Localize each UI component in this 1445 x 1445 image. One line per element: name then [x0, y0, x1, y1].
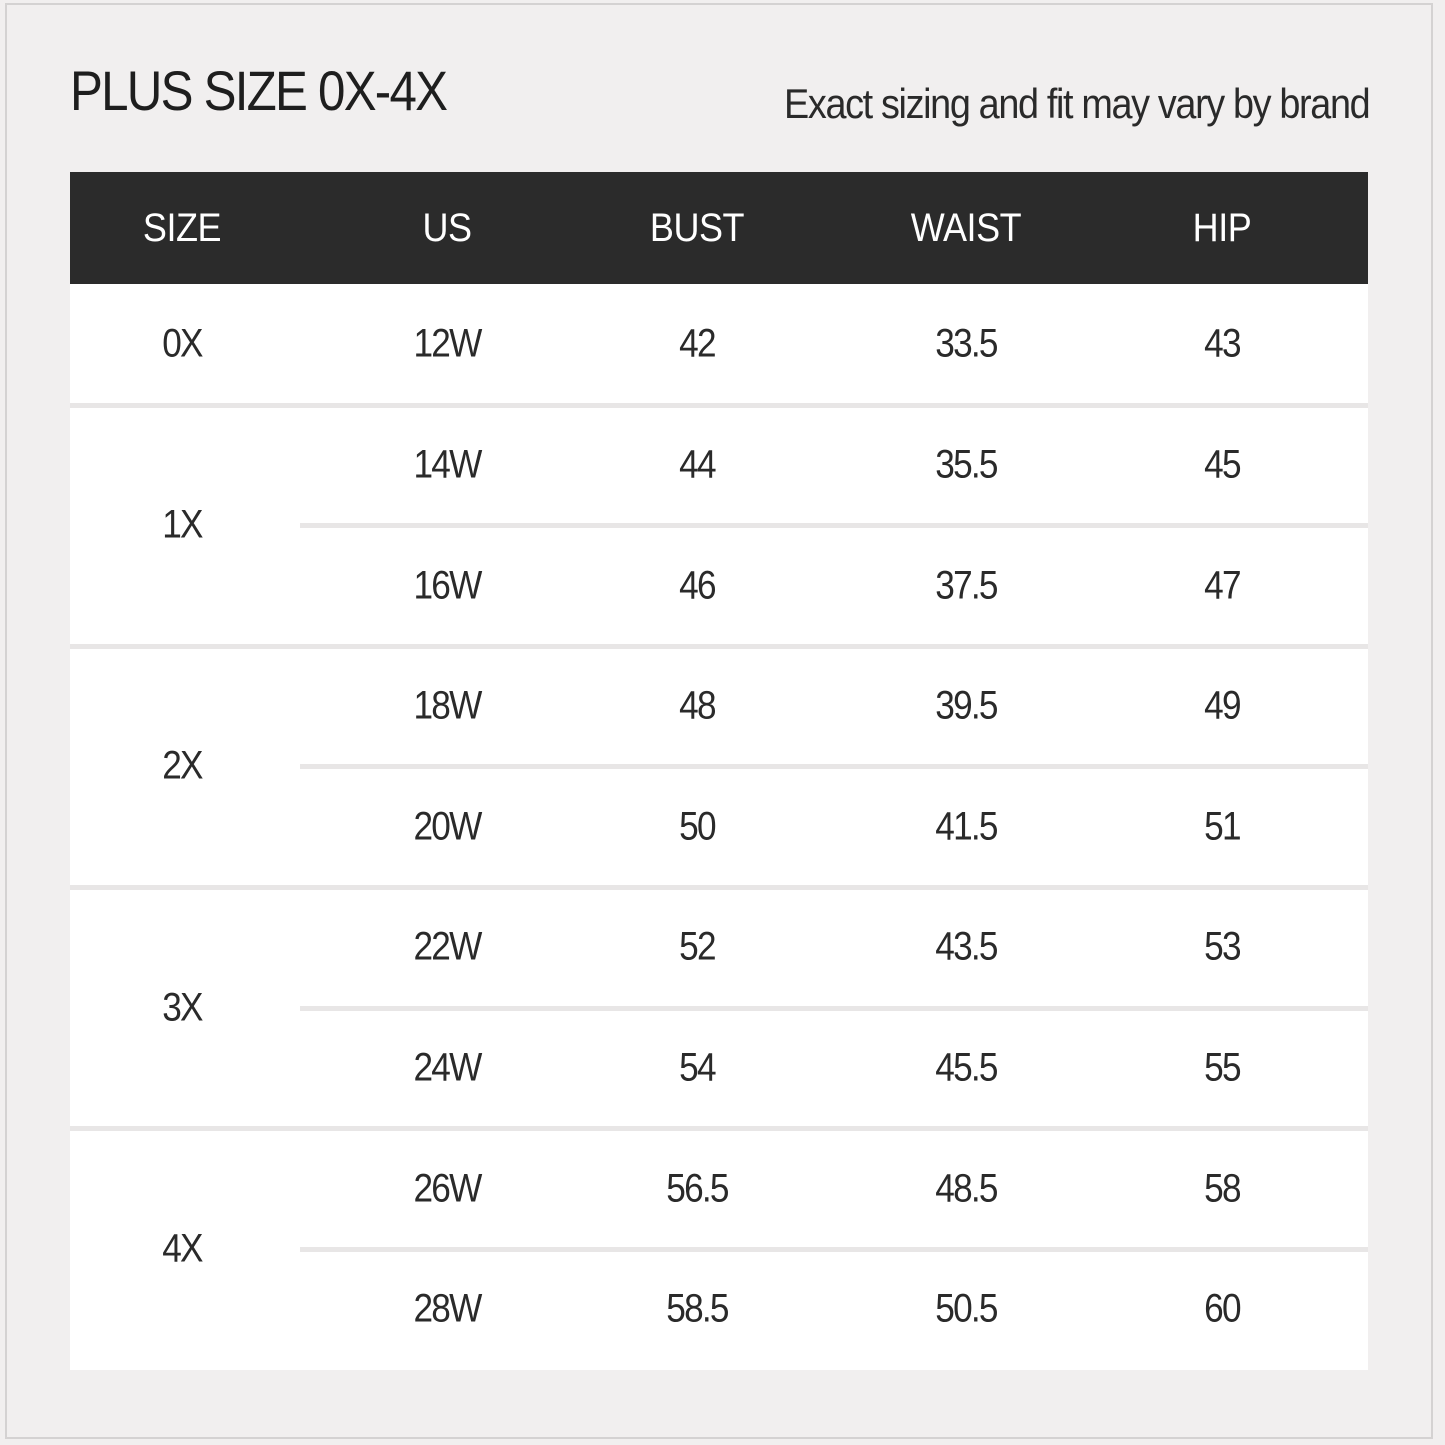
cell-hip: 43 — [1204, 321, 1241, 366]
cell-bust: 48 — [679, 683, 716, 728]
cell-bust: 44 — [679, 442, 716, 487]
cell-size: 0X — [162, 321, 203, 366]
cell-hip: 58 — [1204, 1166, 1241, 1210]
cell-us: 26W — [413, 1166, 482, 1210]
cell-hip: 53 — [1204, 924, 1241, 969]
cell-waist: 33.5 — [935, 321, 998, 366]
cell-us: 28W — [413, 1286, 482, 1331]
group-divider — [70, 402, 1368, 408]
cell-us: 20W — [413, 804, 482, 849]
cell-waist: 43.5 — [935, 924, 998, 969]
cell-bust: 42 — [679, 321, 716, 366]
cell-us: 22W — [413, 924, 482, 969]
cell-hip: 49 — [1204, 683, 1241, 728]
column-header-bust: BUST — [649, 206, 745, 250]
cell-us: 12W — [413, 321, 482, 366]
cell-bust: 56.5 — [666, 1166, 729, 1210]
table-header: SIZE US BUST WAIST HIP — [70, 172, 1368, 284]
cell-bust: 54 — [679, 1045, 716, 1090]
cell-waist: 41.5 — [935, 804, 998, 849]
column-header-us: US — [422, 206, 472, 250]
row-divider — [300, 523, 1368, 529]
column-header-waist: WAIST — [910, 206, 1022, 250]
cell-hip: 45 — [1204, 442, 1241, 487]
cell-size: 1X — [162, 502, 203, 547]
row-divider — [300, 764, 1368, 770]
group-divider — [70, 885, 1368, 890]
cell-waist: 45.5 — [935, 1045, 998, 1090]
cell-bust: 58.5 — [666, 1286, 729, 1331]
cell-waist: 35.5 — [935, 442, 998, 487]
cell-hip: 47 — [1204, 563, 1241, 607]
cell-hip: 55 — [1204, 1045, 1241, 1090]
cell-us: 14W — [413, 442, 482, 487]
cell-bust: 52 — [679, 924, 716, 969]
cell-hip: 51 — [1204, 804, 1241, 849]
cell-us: 24W — [413, 1045, 482, 1090]
cell-waist: 37.5 — [935, 563, 998, 607]
cell-size: 4X — [162, 1226, 203, 1271]
cell-hip: 60 — [1204, 1286, 1241, 1331]
sizing-note: Exact sizing and fit may vary by brand — [783, 80, 1371, 127]
row-divider — [300, 1005, 1368, 1011]
column-header-size: SIZE — [142, 206, 222, 250]
column-header-hip: HIP — [1192, 206, 1252, 250]
cell-waist: 48.5 — [935, 1166, 998, 1210]
cell-us: 18W — [413, 683, 482, 728]
cell-us: 16W — [413, 563, 482, 607]
cell-waist: 50.5 — [935, 1286, 998, 1331]
cell-size: 2X — [162, 743, 203, 788]
chart-title: PLUS SIZE 0X-4X — [70, 59, 448, 122]
cell-bust: 46 — [679, 563, 716, 607]
cell-size: 3X — [162, 985, 203, 1030]
row-divider — [300, 1246, 1368, 1252]
size-table: SIZE US BUST WAIST HIP 12W 42 33.5 43 0X 14W 44 35.… — [70, 172, 1368, 1370]
image-frame — [5, 3, 1433, 1439]
group-divider — [70, 1126, 1368, 1132]
cell-waist: 39.5 — [935, 683, 998, 728]
group-divider — [70, 643, 1368, 649]
cell-bust: 50 — [679, 804, 716, 849]
